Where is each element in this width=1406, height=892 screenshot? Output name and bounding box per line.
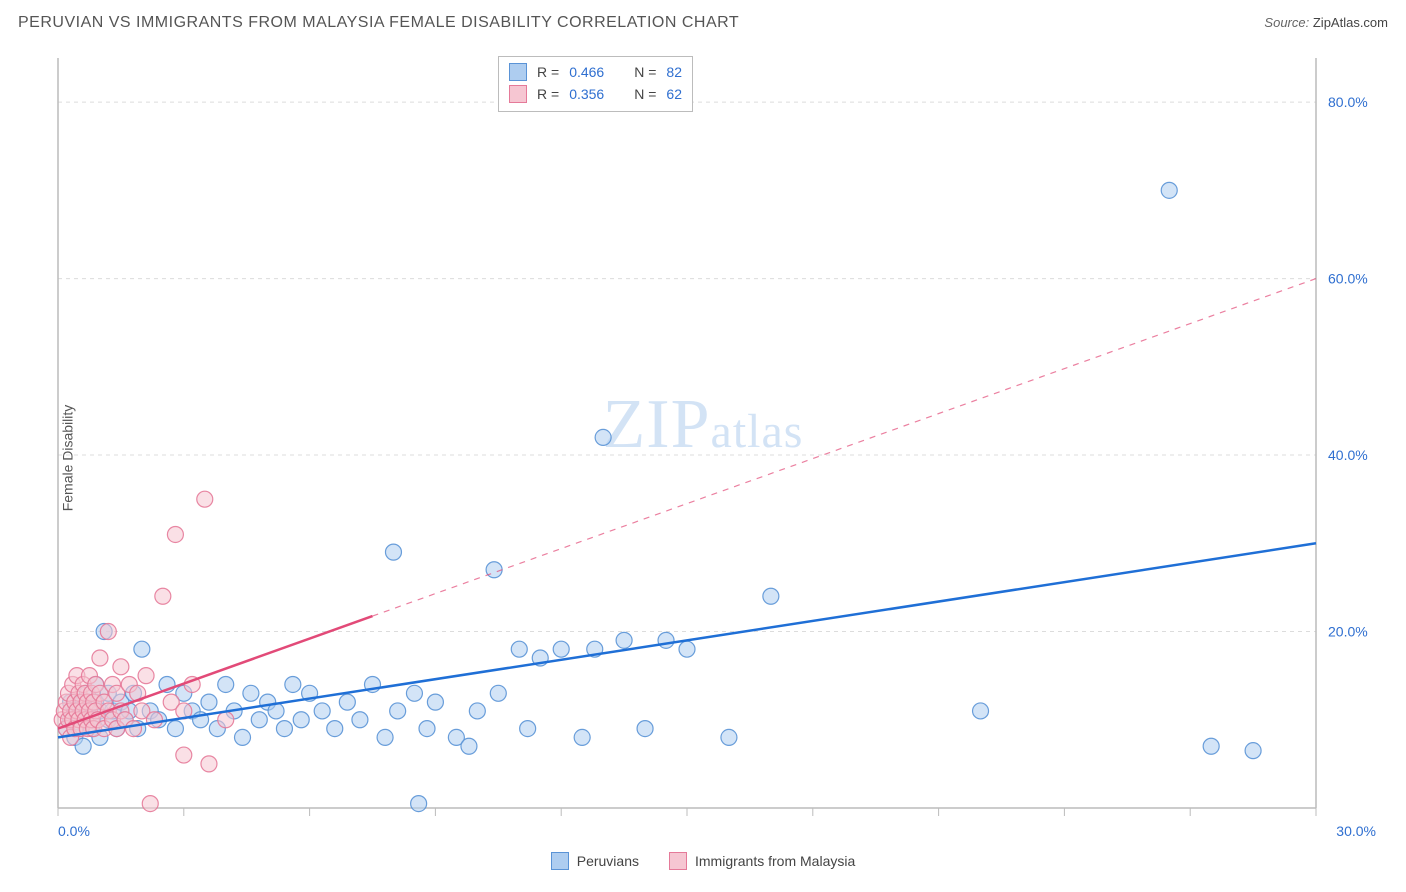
r-label-1: R = [537, 64, 559, 80]
r-label-2: R = [537, 86, 559, 102]
scatter-plot: 20.0% 40.0% 60.0% 80.0% 0.0% 30.0% [46, 48, 1386, 848]
n-label-2: N = [634, 86, 656, 102]
data-point-series-1 [385, 544, 401, 560]
chart-container: Female Disability ZIPatlas R = 0.466 N =… [18, 48, 1388, 868]
data-point-series-1 [293, 712, 309, 728]
n-value-1: 82 [666, 64, 682, 80]
data-point-series-2 [92, 650, 108, 666]
data-point-series-1 [218, 676, 234, 692]
data-point-series-1 [390, 703, 406, 719]
data-point-series-1 [377, 729, 393, 745]
source-value: ZipAtlas.com [1313, 15, 1388, 30]
data-point-series-1 [486, 562, 502, 578]
data-point-series-1 [511, 641, 527, 657]
data-point-series-1 [201, 694, 217, 710]
data-point-series-2 [100, 624, 116, 640]
data-point-series-2 [197, 491, 213, 507]
data-point-series-2 [201, 756, 217, 772]
r-value-2: 0.356 [569, 86, 604, 102]
legend-label-2: Immigrants from Malaysia [695, 853, 855, 869]
data-point-series-1 [276, 721, 292, 737]
data-point-series-1 [469, 703, 485, 719]
data-point-series-1 [490, 685, 506, 701]
trend-line-series-1 [58, 543, 1316, 737]
y-tick-label: 80.0% [1328, 94, 1368, 110]
data-point-series-2 [142, 796, 158, 812]
data-point-series-2 [125, 721, 141, 737]
legend-row-series-1: R = 0.466 N = 82 [509, 61, 682, 83]
x-tick-label: 0.0% [58, 823, 90, 839]
data-point-series-1 [637, 721, 653, 737]
legend-swatch-b1 [551, 852, 569, 870]
source-attribution: Source: ZipAtlas.com [1264, 15, 1388, 30]
data-point-series-1 [352, 712, 368, 728]
y-tick-label: 60.0% [1328, 271, 1368, 287]
data-point-series-1 [235, 729, 251, 745]
data-point-series-1 [520, 721, 536, 737]
data-point-series-1 [595, 429, 611, 445]
chart-title: PERUVIAN VS IMMIGRANTS FROM MALAYSIA FEM… [18, 14, 739, 32]
legend-item-2: Immigrants from Malaysia [669, 852, 855, 870]
correlation-legend: R = 0.466 N = 82 R = 0.356 N = 62 [498, 56, 693, 112]
data-point-series-1 [427, 694, 443, 710]
data-point-series-2 [113, 659, 129, 675]
data-point-series-1 [679, 641, 695, 657]
data-point-series-1 [553, 641, 569, 657]
data-point-series-1 [251, 712, 267, 728]
legend-swatch-b2 [669, 852, 687, 870]
legend-swatch-1 [509, 63, 527, 81]
data-point-series-1 [134, 641, 150, 657]
data-point-series-1 [1203, 738, 1219, 754]
data-point-series-1 [167, 721, 183, 737]
data-point-series-1 [339, 694, 355, 710]
data-point-series-2 [167, 526, 183, 542]
data-point-series-1 [419, 721, 435, 737]
data-point-series-1 [411, 796, 427, 812]
legend-label-1: Peruvians [577, 853, 639, 869]
y-tick-label: 20.0% [1328, 624, 1368, 640]
data-point-series-1 [406, 685, 422, 701]
n-label-1: N = [634, 64, 656, 80]
n-value-2: 62 [666, 86, 682, 102]
data-point-series-1 [1245, 743, 1261, 759]
data-point-series-1 [285, 676, 301, 692]
data-point-series-1 [1161, 182, 1177, 198]
legend-item-1: Peruvians [551, 852, 639, 870]
data-point-series-2 [146, 712, 162, 728]
series-legend: Peruvians Immigrants from Malaysia [18, 852, 1388, 870]
data-point-series-1 [763, 588, 779, 604]
r-value-1: 0.466 [569, 64, 604, 80]
data-point-series-2 [176, 747, 192, 763]
legend-row-series-2: R = 0.356 N = 62 [509, 83, 682, 105]
data-point-series-1 [314, 703, 330, 719]
data-point-series-1 [658, 632, 674, 648]
data-point-series-1 [973, 703, 989, 719]
y-tick-label: 40.0% [1328, 447, 1368, 463]
data-point-series-1 [721, 729, 737, 745]
data-point-series-2 [218, 712, 234, 728]
data-point-series-1 [574, 729, 590, 745]
legend-swatch-2 [509, 85, 527, 103]
source-label: Source: [1264, 15, 1309, 30]
data-point-series-1 [616, 632, 632, 648]
data-point-series-2 [138, 668, 154, 684]
data-point-series-2 [155, 588, 171, 604]
data-point-series-1 [243, 685, 259, 701]
x-tick-label: 30.0% [1336, 823, 1376, 839]
data-point-series-1 [327, 721, 343, 737]
data-point-series-1 [461, 738, 477, 754]
